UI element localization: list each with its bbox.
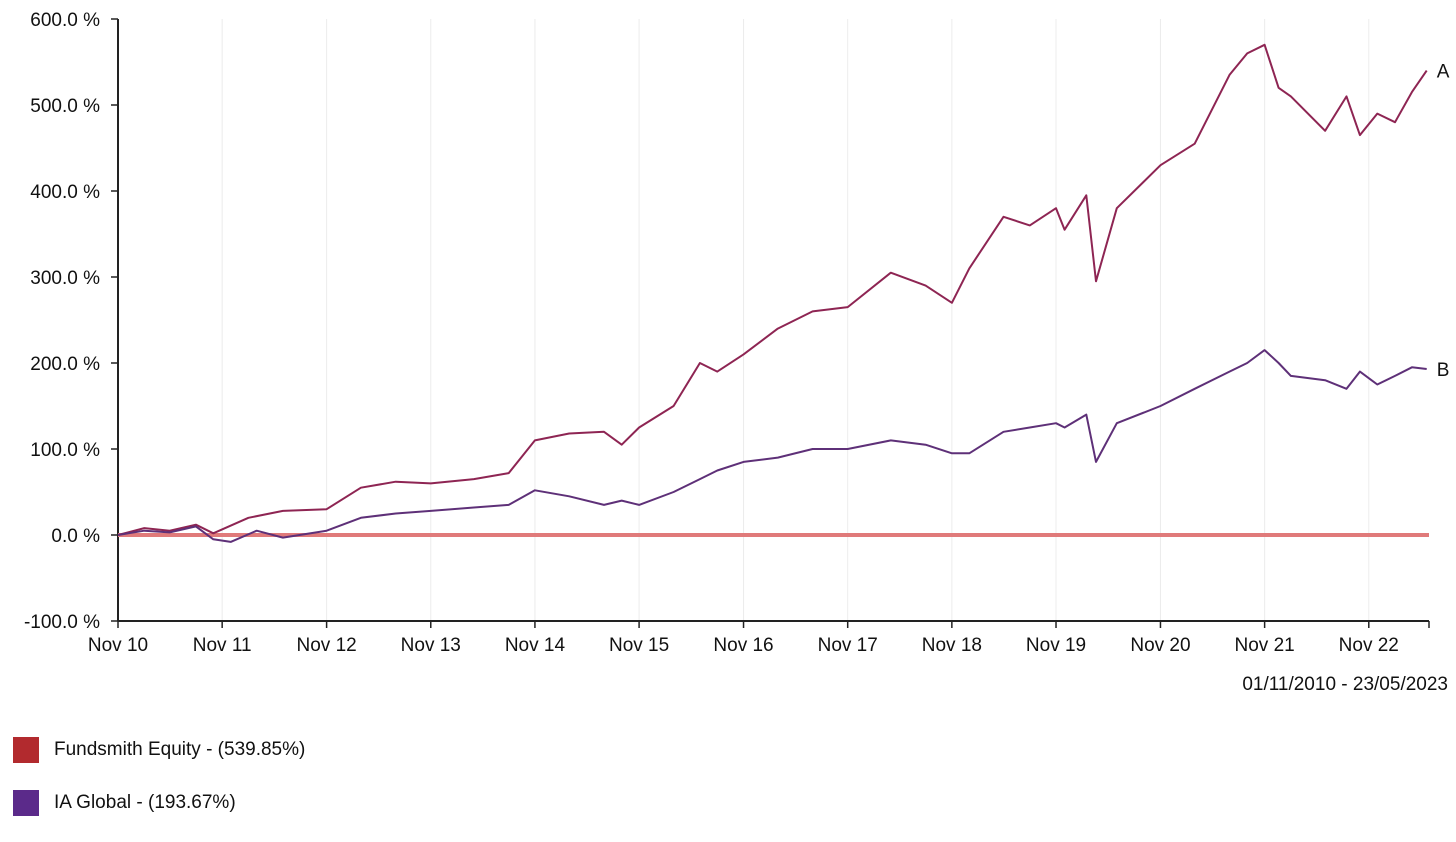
legend-swatch-fundsmith [13, 737, 39, 763]
x-tick-label: Nov 18 [922, 635, 982, 656]
legend: Fundsmith Equity - (539.85%) IA Global -… [13, 736, 305, 842]
date-range-label: 01/11/2010 - 23/05/2023 [1242, 674, 1448, 695]
series-line-0 [117, 43, 1428, 536]
y-tick-label: 400.0 % [30, 182, 100, 203]
y-tick-label: 500.0 % [30, 96, 100, 117]
vertical-gridlines [221, 19, 1370, 621]
series-end-label: B [1437, 360, 1450, 381]
x-tick-label: Nov 16 [713, 635, 773, 656]
y-tick-label: -100.0 % [24, 612, 100, 633]
line-chart: 600.0 % 500.0 % 400.0 % 300.0 % 200.0 % 100.0… [24, 10, 1450, 656]
series-lines [117, 43, 1428, 543]
x-tick-label: Nov 13 [401, 635, 461, 656]
y-tick-label: 300.0 % [30, 268, 100, 289]
x-tick-label: Nov 15 [609, 635, 669, 656]
legend-label-ia-global: IA Global - (193.67%) [54, 792, 236, 813]
x-tick-label: Nov 21 [1235, 635, 1295, 656]
x-tick-label: Nov 12 [297, 635, 357, 656]
x-tick-label: Nov 20 [1130, 635, 1190, 656]
x-tick-label: Nov 19 [1026, 635, 1086, 656]
series-end-label: A [1437, 62, 1450, 83]
x-tick-label: Nov 17 [818, 635, 878, 656]
series-end-labels: AB [1437, 62, 1450, 381]
x-tick-label: Nov 11 [193, 635, 252, 656]
y-tick-label: 100.0 % [30, 440, 100, 461]
y-tick-label: 0.0 % [51, 526, 100, 547]
x-tick-label: Nov 14 [505, 635, 566, 656]
legend-label-fundsmith: Fundsmith Equity - (539.85%) [54, 739, 306, 760]
x-tick-label: Nov 22 [1339, 635, 1399, 656]
y-tick-label: 200.0 % [30, 354, 100, 375]
legend-item-fundsmith[interactable]: Fundsmith Equity - (539.85%) [13, 736, 305, 764]
legend-item-ia-global[interactable]: IA Global - (193.67%) [13, 789, 305, 817]
x-tick-label: Nov 10 [88, 635, 148, 656]
legend-swatch-ia-global [13, 790, 39, 816]
x-axis-ticks: Nov 10 Nov 11 Nov 12 Nov 13 Nov 14 Nov 15 Nov … [88, 621, 1430, 656]
y-axis-ticks: 600.0 % 500.0 % 400.0 % 300.0 % 200.0 % 100.0… [24, 10, 118, 633]
series-line-1 [117, 349, 1427, 543]
y-tick-label: 600.0 % [30, 10, 100, 31]
